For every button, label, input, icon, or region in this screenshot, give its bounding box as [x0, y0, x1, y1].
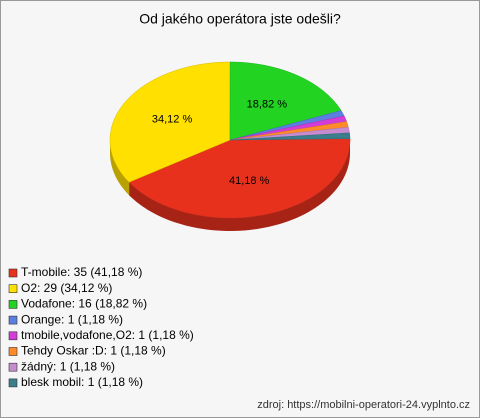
slice: [109, 61, 231, 183]
slice-side: [110, 140, 130, 196]
legend-label: tmobile,vodafone,O2: 1 (1,18 %): [21, 328, 194, 342]
legend-swatch: [8, 300, 18, 309]
legend-swatch: [8, 284, 18, 294]
slice: [229, 61, 342, 141]
source: zdroj: https://mobilni-operatori-24.vypl…: [257, 399, 470, 411]
slice-side: [129, 140, 350, 231]
legend-swatch: [8, 315, 18, 325]
value-label: 41,18 %: [229, 175, 270, 187]
legend-label: Vodafone: 16 (18,82 %): [21, 297, 147, 311]
legend-label: žádný: 1 (1,18 %): [21, 359, 115, 373]
value-label: 18,82 %: [247, 98, 288, 110]
legend-swatch: [8, 268, 18, 278]
legend-label: T-mobile: 35 (41,18 %): [21, 265, 142, 279]
legend-label: blesk mobil: 1 (1,18 %): [21, 375, 143, 389]
legend-swatch: [8, 347, 18, 356]
legend-swatch: [8, 378, 18, 388]
legend-label: O2: 29 (34,12 %): [21, 281, 112, 295]
chart-title: Od jakého operátora jste odešli?: [139, 11, 341, 27]
legend-swatch: [8, 331, 18, 341]
legend-label: Tehdy Oskar :D: 1 (1,18 %): [21, 344, 166, 358]
legend-label: Orange: 1 (1,18 %): [21, 312, 123, 326]
slice: [229, 132, 351, 141]
value-label: 34,12 %: [152, 113, 193, 125]
legend-swatch: [8, 362, 18, 372]
slice: [128, 138, 351, 219]
